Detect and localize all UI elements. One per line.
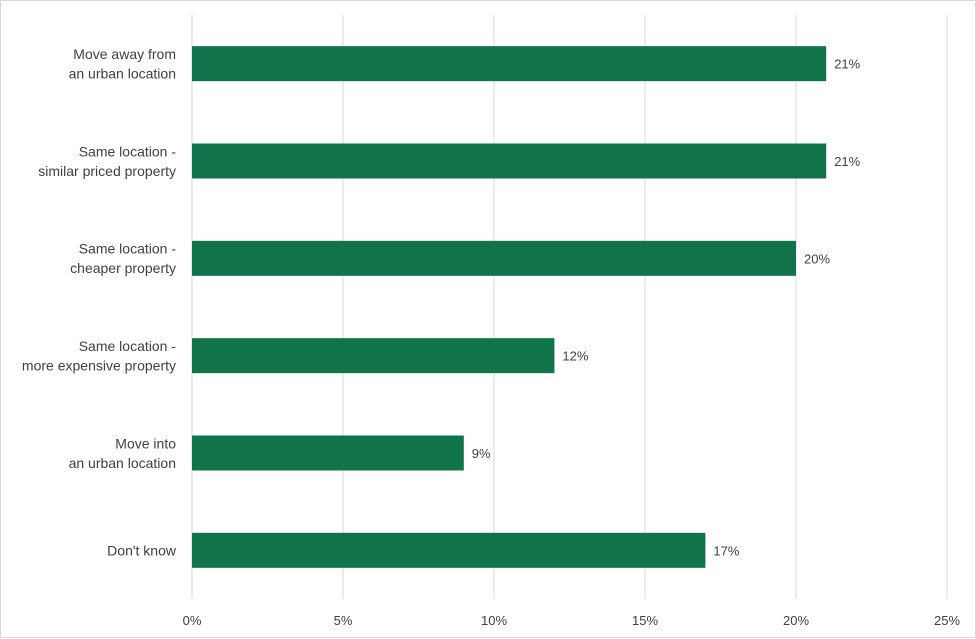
bar bbox=[192, 46, 827, 82]
category-label-line: Move into bbox=[115, 435, 176, 451]
category-label: Move away from an urban location bbox=[69, 46, 176, 82]
category-label: Same location - more expensive property bbox=[22, 338, 176, 374]
bar bbox=[192, 532, 706, 568]
x-tick-label: 5% bbox=[334, 613, 353, 628]
data-label: 17% bbox=[713, 543, 739, 558]
category-label-line: more expensive property bbox=[22, 357, 176, 373]
category-label-line: an urban location bbox=[69, 65, 176, 81]
category-label: Move into an urban location bbox=[69, 435, 177, 471]
bar bbox=[192, 240, 796, 276]
category-label: Same location - cheaper property bbox=[70, 241, 176, 276]
data-label: 21% bbox=[834, 57, 860, 72]
data-label: 21% bbox=[834, 154, 860, 169]
category-label: Don't know bbox=[107, 542, 177, 558]
category-label-line: cheaper property bbox=[70, 260, 176, 276]
category-label-line: an urban location bbox=[69, 455, 176, 471]
category-label-line: Move away from bbox=[73, 46, 176, 62]
data-label: 9% bbox=[472, 446, 491, 461]
x-tick-label: 0% bbox=[183, 613, 202, 628]
x-tick-label: 25% bbox=[934, 613, 960, 628]
bar bbox=[192, 338, 555, 374]
x-tick-label: 15% bbox=[632, 613, 658, 628]
data-label: 20% bbox=[804, 251, 830, 266]
bar bbox=[192, 143, 827, 179]
x-tick-label: 20% bbox=[783, 613, 809, 628]
x-tick-label: 10% bbox=[481, 613, 507, 628]
bar bbox=[192, 435, 464, 471]
category-label-line: Same location - bbox=[79, 143, 177, 159]
category-label: Same location - similar priced property bbox=[38, 143, 176, 179]
category-label-line: Don't know bbox=[107, 542, 177, 558]
data-label: 12% bbox=[562, 349, 588, 364]
category-label-line: similar priced property bbox=[38, 163, 176, 179]
category-label-line: Same location - bbox=[79, 241, 177, 257]
category-label-line: Same location - bbox=[79, 338, 177, 354]
